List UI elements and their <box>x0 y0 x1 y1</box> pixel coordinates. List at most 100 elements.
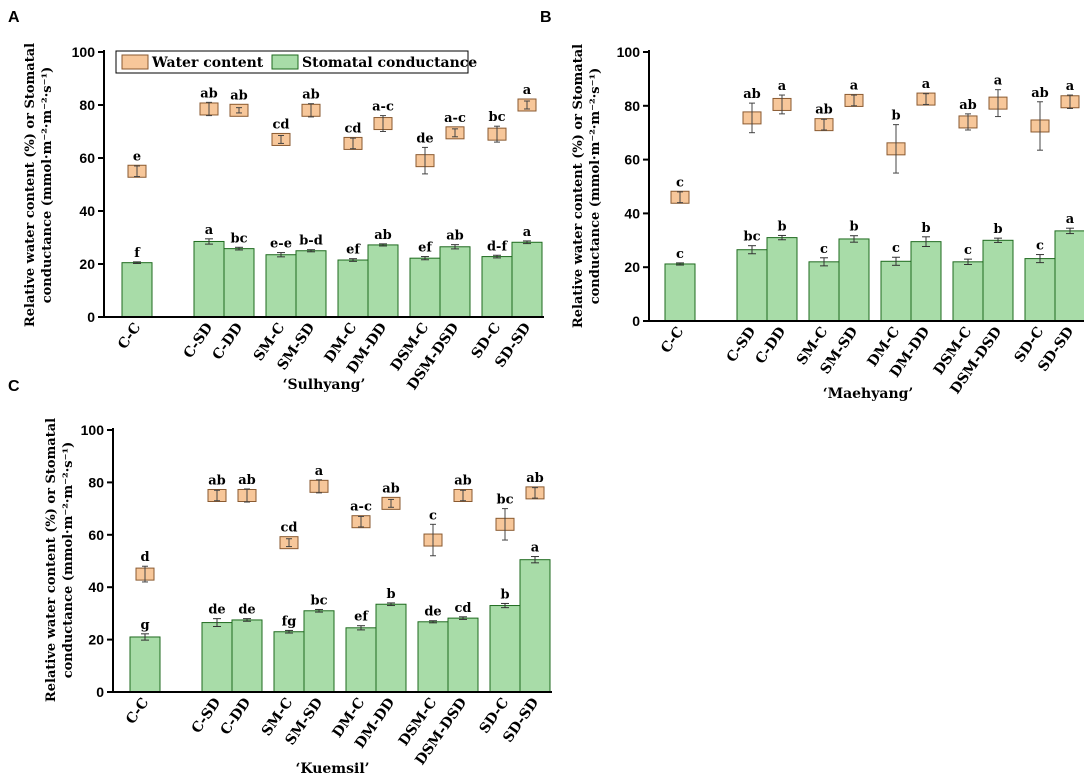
y-tick-label: 100 <box>72 44 96 60</box>
y-axis-label-line1: Relative water content (%) or Stomatal <box>23 43 38 327</box>
cultivar-title: ‘Sulhyang’ <box>283 377 366 393</box>
bar-sig-label: ef <box>418 241 433 256</box>
box-sig-label: a-c <box>372 100 394 115</box>
box-sig-label: ab <box>815 103 833 118</box>
y-axis-label-line2: conductance (mmol·m⁻²·m⁻²·s⁻¹) <box>61 442 76 679</box>
box-sig-label: a <box>778 79 787 94</box>
stomatal-bar <box>1024 258 1056 322</box>
box-sig-label: de <box>416 131 433 146</box>
stomatal-bar <box>982 239 1014 322</box>
stomatal-bar <box>736 249 768 322</box>
stomatal-bar <box>231 619 263 693</box>
x-tick-label: C-C <box>115 320 144 352</box>
box-sig-label: bc <box>496 493 513 508</box>
stomatal-bar <box>409 257 441 318</box>
box-sig-label: a <box>922 77 931 92</box>
y-tick-label: 20 <box>88 632 104 648</box>
stomatal-bar <box>910 241 942 322</box>
bar-sig-label: bc <box>743 230 760 245</box>
stomatal-bar <box>201 622 233 693</box>
stomatal-bar <box>273 631 305 693</box>
box-sig-label: a-c <box>350 500 372 515</box>
bar-sig-label: a <box>523 225 532 240</box>
bar-sig-label: c <box>820 242 828 257</box>
bar-sig-label: b <box>500 587 509 602</box>
box-sig-label: ab <box>302 88 320 103</box>
y-tick-label: 100 <box>617 44 641 60</box>
bar-sig-label: g <box>140 618 149 633</box>
box-sig-label: a <box>315 464 324 479</box>
bar-sig-label: a <box>1066 212 1075 227</box>
box-sig-label: a <box>1066 79 1075 94</box>
box-sig-label: a <box>850 78 859 93</box>
bar-sig-label: b <box>993 222 1002 237</box>
bar-sig-label: a <box>531 541 540 556</box>
y-tick-label: 80 <box>88 474 104 490</box>
box-sig-label: a <box>523 83 532 98</box>
y-tick-label: 60 <box>88 527 104 543</box>
box-sig-label: ab <box>743 87 761 102</box>
cultivar-title: ‘Kuemsil’ <box>295 761 369 777</box>
y-tick-label: 40 <box>88 579 104 595</box>
bar-sig-label: f <box>134 246 141 261</box>
y-axis-label-line2: conductance (mmol·m⁻²·m⁻²·s⁻¹) <box>40 67 55 304</box>
bar-sig-label: b <box>921 221 930 236</box>
bar-sig-label: b-d <box>299 234 323 249</box>
x-tick-label: C-C <box>658 324 687 356</box>
stomatal-bar <box>808 261 840 322</box>
box-sig-label: ab <box>230 88 248 103</box>
bar-sig-label: ef <box>346 243 361 258</box>
stomatal-bar <box>952 261 984 322</box>
box-sig-label: cd <box>344 121 361 136</box>
y-tick-label: 0 <box>87 309 95 325</box>
y-axis-label-line2: conductance (mmol·m⁻²·m⁻²·s⁻¹) <box>588 68 603 305</box>
stomatal-bar <box>447 617 479 693</box>
box-sig-label: d <box>140 550 149 565</box>
bar-sig-label: b <box>777 219 786 234</box>
box-sig-label: c <box>429 508 437 523</box>
stomatal-bar <box>367 244 399 318</box>
stomatal-bar <box>417 621 449 693</box>
box-sig-label: ab <box>200 86 218 101</box>
stomatal-bar <box>345 627 377 693</box>
bar-sig-label: a <box>205 223 214 238</box>
y-axis-label: Relative water content (%) or Stomatal co… <box>571 44 603 328</box>
bar-sig-label: b <box>849 220 858 235</box>
y-tick-label: 0 <box>632 313 640 329</box>
panel-letter: A <box>8 9 20 26</box>
bar-sig-label: ab <box>374 228 392 243</box>
legend-stomatal-swatch <box>271 54 299 70</box>
cultivar-title: ‘Maehyang’ <box>823 386 914 402</box>
panel-letter: C <box>8 378 20 395</box>
box-sig-label: ab <box>382 481 400 496</box>
stomatal-bar <box>193 240 225 318</box>
legend-water-swatch <box>121 54 149 70</box>
bar-sig-label: ef <box>354 610 369 625</box>
box-sig-label: cd <box>280 521 297 536</box>
stomatal-bar <box>129 636 161 693</box>
legend-stomatal-label: Stomatal conductance <box>302 55 477 71</box>
stomatal-bar <box>223 248 255 318</box>
y-tick-label: 60 <box>79 150 95 166</box>
bar-sig-label: b <box>386 587 395 602</box>
stomatal-bar <box>375 603 407 693</box>
y-axis-label: Relative water content (%) or Stomatal co… <box>23 43 55 327</box>
stomatal-bar <box>838 238 870 322</box>
bar-sig-label: c <box>676 247 684 262</box>
box-sig-label: ab <box>208 474 226 489</box>
y-axis-label: Relative water content (%) or Stomatal co… <box>44 418 76 702</box>
y-axis-label-line1: Relative water content (%) or Stomatal <box>44 418 59 702</box>
stomatal-bar <box>880 260 912 322</box>
y-tick-label: 80 <box>624 98 640 114</box>
stomatal-bar <box>121 262 153 318</box>
stomatal-bar <box>664 263 696 322</box>
box-sig-label: a-c <box>444 111 466 126</box>
bar-sig-label: e-e <box>270 237 292 252</box>
stomatal-bar <box>766 237 798 322</box>
stomatal-bar <box>303 610 335 693</box>
box-sig-label: cd <box>272 117 289 132</box>
y-axis-label-line1: Relative water content (%) or Stomatal <box>571 44 586 328</box>
